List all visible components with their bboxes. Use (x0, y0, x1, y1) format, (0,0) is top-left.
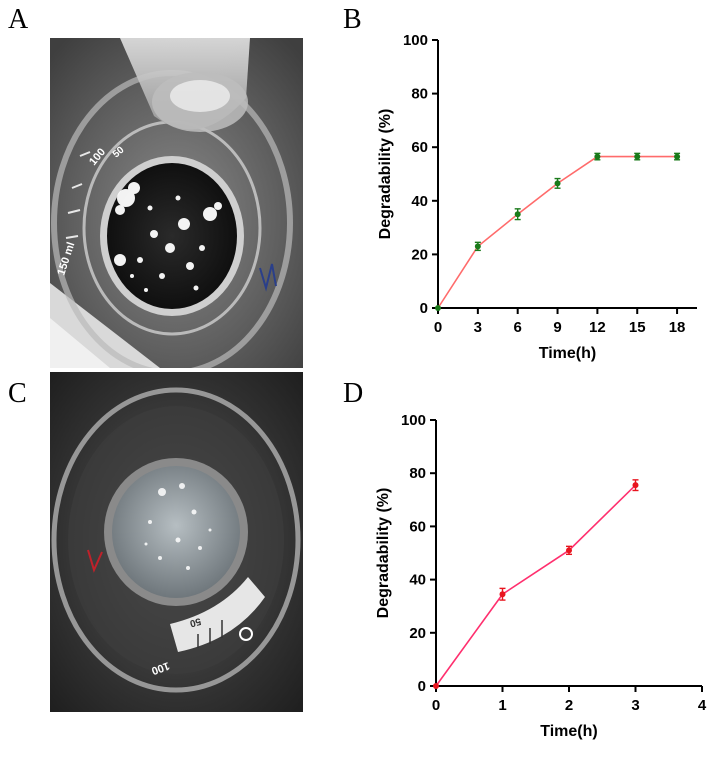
photo-c-beaker: 100 50 (50, 372, 303, 712)
chart-b-y-tick-label: 0 (420, 300, 428, 317)
photo-c-scale-50: 50 (188, 615, 202, 629)
chart-d-x-tick-label: 0 (432, 697, 440, 714)
chart-d-x-tick-label: 3 (631, 697, 639, 714)
chart-b-y-tick-label: 40 (411, 193, 428, 210)
chart-b-y-tick-label: 80 (411, 86, 428, 103)
photo-a-beaker: 150 ml 100 50 (50, 38, 303, 368)
chart-d-y-tick-label: 60 (409, 518, 426, 535)
chart-d-x-axis-title: Time(h) (540, 723, 597, 740)
chart-b-data-point (554, 180, 561, 187)
chart-b-x-tick-label: 15 (629, 319, 646, 336)
chart-d-y-tick-label: 20 (409, 625, 426, 642)
chart-b-y-axis-title: Degradability (%) (377, 109, 394, 240)
chart-d-y-tick-label: 40 (409, 572, 426, 589)
chart-b-data-point (594, 153, 601, 160)
panel-label-c: C (8, 378, 27, 409)
panel-label-a: A (8, 4, 29, 35)
chart-b-data-point (674, 153, 681, 160)
chart-b-x-tick-label: 0 (434, 319, 442, 336)
chart-b-x-tick-label: 3 (474, 319, 482, 336)
chart-d-series-line (435, 484, 637, 687)
chart-b-x-tick-label: 12 (589, 319, 606, 336)
chart-b-x-tick-label: 6 (514, 319, 522, 336)
photo-a-illustration: 150 ml 100 50 (50, 38, 303, 368)
chart-b-data-point (514, 211, 521, 218)
chart-b-data-point (634, 153, 641, 160)
chart-b-series-line (437, 155, 678, 309)
chart-b-data-point (474, 243, 481, 250)
chart-d-data-point (499, 591, 506, 598)
chart-d-y-tick-label: 100 (401, 412, 426, 429)
chart-b-data-point (435, 305, 441, 311)
photo-c-illustration: 100 50 (50, 372, 303, 712)
chart-d-x-tick-label: 4 (698, 697, 707, 714)
chart-b-y-tick-label: 100 (403, 32, 428, 49)
chart-d-x-tick-label: 1 (498, 697, 506, 714)
chart-d-data-point (566, 547, 572, 554)
panel-label-b: B (343, 4, 362, 35)
photo-c-scale-100: 100 (150, 659, 171, 677)
chart-b-x-tick-label: 9 (553, 319, 561, 336)
chart-b-y-tick-label: 20 (411, 246, 428, 263)
chart-d-data-point (433, 683, 439, 689)
chart-d-y-tick-label: 80 (409, 465, 426, 482)
chart-b-x-tick-label: 18 (669, 319, 686, 336)
chart-b-y-tick-label: 60 (411, 139, 428, 156)
chart-d-x-tick-label: 2 (565, 697, 573, 714)
chart-d-y-axis-title: Degradability (%) (375, 488, 392, 619)
chart-d-y-tick-label: 0 (418, 678, 426, 695)
chart-d-data-point (632, 482, 639, 489)
panel-label-d: D (343, 378, 364, 409)
chart-b-x-axis-title: Time(h) (539, 345, 596, 362)
